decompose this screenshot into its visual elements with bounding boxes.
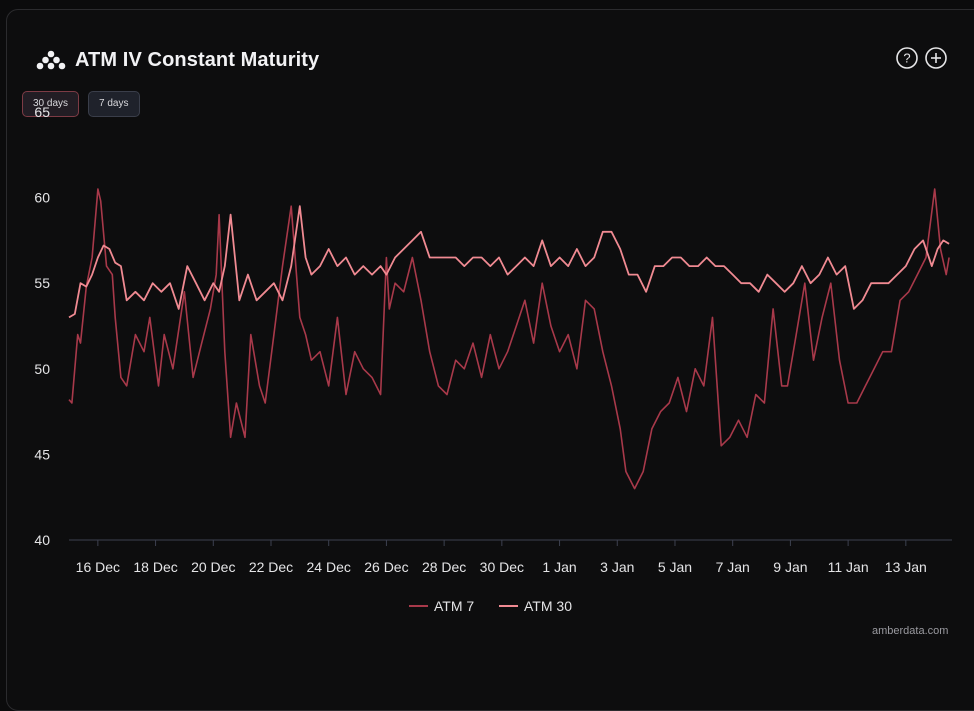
chart-card (6, 9, 974, 711)
help-circle-icon[interactable]: ? (895, 46, 919, 70)
x-tick-label: 28 Dec (422, 559, 466, 575)
line-chart: 40 45 50 55 60 65 16 Dec 18 Dec 20 Dec 22 Dec 24 D… (34, 104, 952, 614)
plus-circle-icon[interactable] (924, 46, 948, 70)
y-tick-label: 60 (34, 190, 50, 206)
x-tick-label: 1 Jan (542, 559, 576, 575)
series-line-atm-7 (68, 188, 950, 490)
range-30-days-button[interactable]: 30 days (22, 91, 80, 117)
chart-header: ATM IV Constant Maturity (36, 46, 319, 74)
y-tick-label: 40 (34, 532, 50, 548)
x-tick-label: 18 Dec (133, 559, 177, 575)
x-tick-label: 20 Dec (191, 559, 235, 575)
legend-label: ATM 30 (524, 598, 572, 614)
y-tick-label: 65 (34, 104, 50, 120)
svg-text:?: ? (903, 51, 910, 66)
range-7-days-button[interactable]: 7 days (88, 91, 140, 117)
header-actions: ? (895, 46, 948, 70)
amberdata-logo-icon (36, 50, 66, 70)
x-tick-label: 5 Jan (658, 559, 692, 575)
legend-label: ATM 7 (434, 598, 474, 614)
x-tick-label: 16 Dec (76, 559, 120, 575)
y-tick-label: 55 (34, 275, 50, 291)
x-tick-label: 11 Jan (828, 559, 869, 575)
x-tick-label: 3 Jan (600, 559, 634, 575)
x-tick-label: 30 Dec (480, 559, 524, 575)
watermark: amberdata.com (872, 625, 949, 637)
x-tick-label: 22 Dec (249, 559, 293, 575)
x-tick-label: 7 Jan (716, 559, 750, 575)
x-tick-label: 13 Jan (885, 559, 927, 575)
x-tick-label: 9 Jan (773, 559, 807, 575)
y-tick-label: 45 (34, 446, 50, 462)
x-tick-label: 26 Dec (364, 559, 408, 575)
x-tick-label: 24 Dec (307, 559, 351, 575)
range-selector: 30 days 7 days (22, 91, 140, 117)
y-tick-label: 50 (34, 361, 50, 377)
chart-title: ATM IV Constant Maturity (75, 48, 320, 71)
series-line-atm-30 (68, 205, 950, 319)
